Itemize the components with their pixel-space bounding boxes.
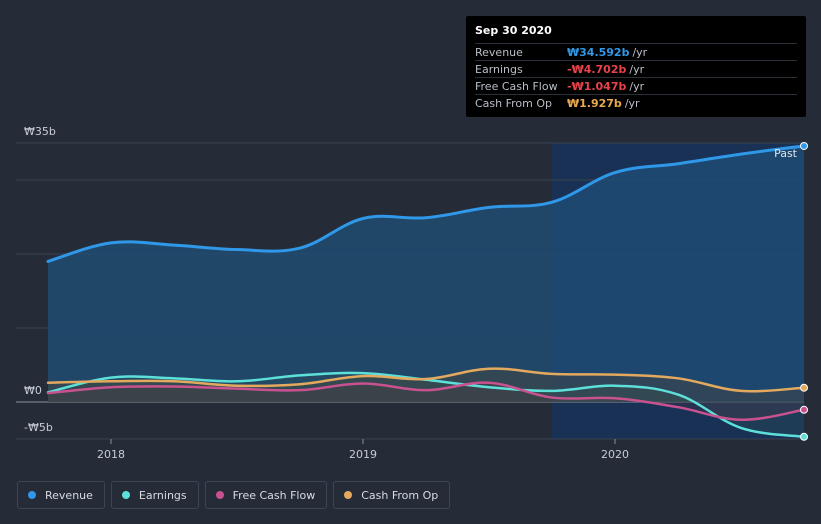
tooltip-row-free-cash-flow: Free Cash Flow -₩1.047b /yr — [475, 77, 797, 94]
tooltip-unit: /yr — [629, 62, 645, 76]
x-tick-label: 2020 — [601, 448, 629, 461]
series-end-marker — [800, 405, 808, 414]
series-line — [46, 381, 806, 422]
chart-legend: Revenue Earnings Free Cash Flow Cash Fro… — [17, 481, 451, 509]
legend-dot-icon — [215, 491, 224, 499]
series-area — [48, 368, 804, 402]
series-end-marker — [800, 383, 808, 392]
series-end-marker — [800, 432, 808, 441]
legend-label: Cash From Op — [361, 488, 439, 502]
legend-dot-icon — [344, 491, 353, 499]
y-axis-label: -₩5b — [24, 421, 53, 434]
legend-item-revenue[interactable]: Revenue — [17, 481, 105, 509]
legend-label: Free Cash Flow — [232, 488, 316, 502]
past-label: Past — [774, 147, 798, 160]
series-line — [46, 367, 806, 393]
legend-label: Earnings — [138, 488, 187, 502]
series-end-marker — [800, 141, 808, 150]
y-axis-label: ₩0 — [24, 384, 42, 397]
tooltip-label: Revenue — [475, 45, 523, 59]
legend-item-free-cash-flow[interactable]: Free Cash Flow — [204, 481, 328, 509]
tooltip-date: Sep 30 2020 — [475, 24, 552, 37]
tooltip-value: ₩34.592b — [567, 45, 630, 59]
x-tick-label: 2018 — [97, 448, 125, 461]
series-line — [46, 144, 806, 263]
tooltip-row-cash-from-op: Cash From Op ₩1.927b /yr — [475, 94, 797, 111]
tooltip-unit: /yr — [624, 96, 640, 110]
legend-item-cash-from-op[interactable]: Cash From Op — [333, 481, 451, 509]
tooltip-label: Cash From Op — [475, 96, 553, 110]
series-area — [48, 382, 804, 420]
tooltip-value: -₩4.702b — [567, 62, 627, 76]
legend-dot-icon — [121, 491, 130, 499]
chart-area: ₩35b ₩0 -₩5b 2018 2019 2020 Past — [16, 125, 808, 461]
tooltip-value: -₩1.047b — [567, 79, 627, 93]
tooltip-unit: /yr — [632, 45, 648, 59]
tooltip-label: Free Cash Flow — [475, 79, 558, 93]
tooltip-row-revenue: Revenue ₩34.592b /yr — [475, 43, 797, 60]
tooltip-label: Earnings — [475, 62, 523, 76]
y-axis-label: ₩35b — [24, 125, 56, 138]
series-area — [48, 145, 804, 402]
x-tick-label: 2019 — [349, 448, 377, 461]
legend-label: Revenue — [45, 488, 93, 502]
legend-item-earnings[interactable]: Earnings — [110, 481, 199, 509]
tooltip-value: ₩1.927b — [567, 96, 622, 110]
tooltip-unit: /yr — [629, 79, 645, 93]
legend-dot-icon — [28, 491, 36, 499]
tooltip-row-earnings: Earnings -₩4.702b /yr — [475, 60, 797, 77]
data-tooltip: Sep 30 2020 Revenue ₩34.592b /yr Earning… — [466, 16, 806, 117]
financial-history-chart: ₩35b ₩0 -₩5b 2018 2019 2020 Past — [16, 125, 808, 461]
